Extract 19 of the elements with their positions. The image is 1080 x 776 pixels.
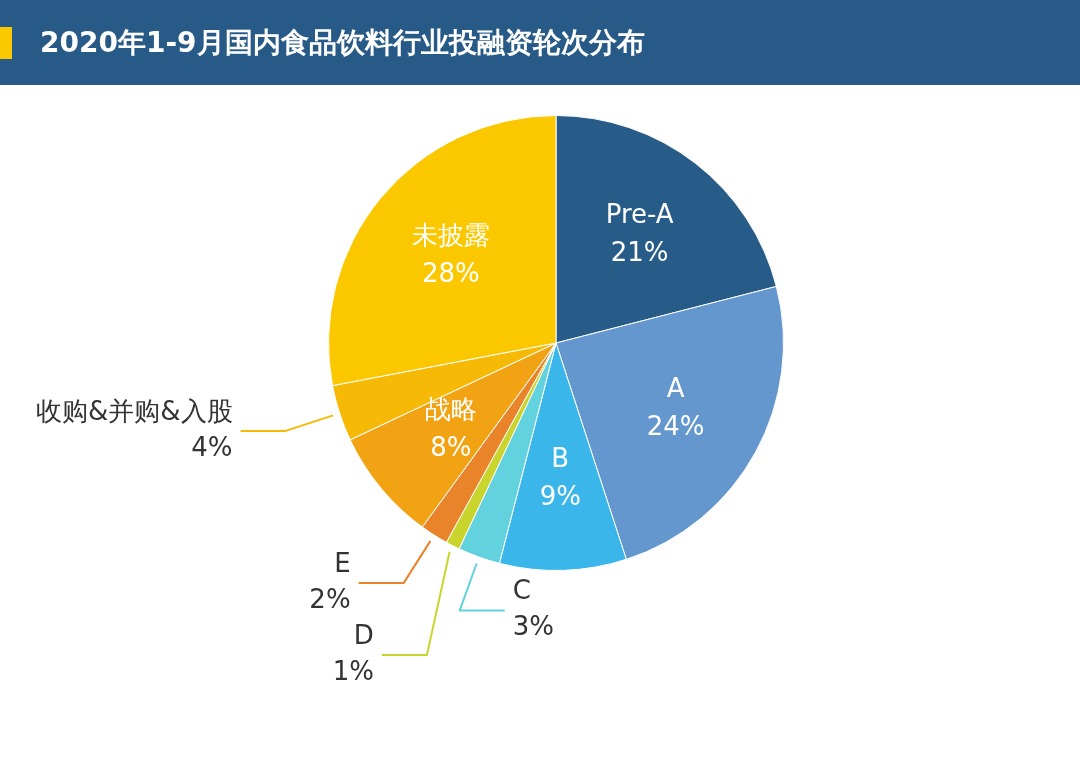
- slice-label: C: [512, 575, 531, 606]
- slice-label: E: [334, 547, 351, 578]
- data-label: 3%: [512, 611, 554, 642]
- slice-label: A: [666, 372, 685, 403]
- data-label: 8%: [430, 431, 472, 462]
- data-label: 9%: [539, 481, 581, 512]
- slice-label: Pre-A: [605, 198, 674, 229]
- data-label: 21%: [610, 236, 669, 267]
- slice-label: D: [353, 619, 374, 650]
- slice-label: 收购&并购&入股: [35, 395, 233, 426]
- data-label: 4%: [191, 431, 233, 462]
- data-label: 2%: [309, 583, 351, 614]
- data-label: 28%: [421, 257, 480, 288]
- slice-label: B: [551, 443, 570, 474]
- chart-title: 2020年1-9月国内食品饮料行业投融资轮次分布: [40, 24, 645, 61]
- data-label: 1%: [332, 655, 374, 686]
- slice-label: 战略: [424, 393, 477, 424]
- data-label: 24%: [646, 410, 705, 441]
- slice-label: 未披露: [411, 219, 490, 250]
